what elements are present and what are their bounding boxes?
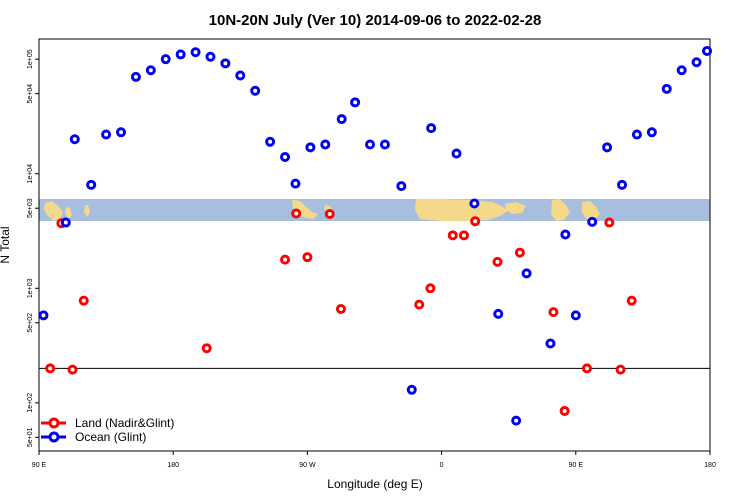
ocean-point (160, 54, 171, 65)
x-axis-label: Longitude (deg E) (327, 477, 422, 491)
x-tick-label: 90 E (32, 462, 47, 469)
land-point (324, 209, 335, 220)
ocean-point (175, 49, 186, 60)
ocean-point (190, 47, 201, 58)
ocean-series (38, 45, 713, 426)
ocean-point (511, 415, 522, 426)
chart-title: 10N-20N July (Ver 10) 2014-09-06 to 2022… (209, 12, 542, 29)
ocean-point (265, 136, 276, 147)
ocean-point (587, 216, 598, 227)
x-tick-label: 90 E (569, 462, 584, 469)
legend: Land (Nadir&Glint) Ocean (Glint) (41, 416, 174, 444)
land-point (67, 364, 78, 375)
y-axis-label: N Total (0, 226, 12, 263)
legend-land-marker (48, 417, 60, 429)
land-point (414, 299, 425, 310)
legend-land-label: Land (Nadir&Glint) (75, 416, 174, 430)
land-point (559, 405, 570, 416)
ocean-point (350, 97, 361, 108)
ocean-point (38, 310, 49, 321)
ocean-point (602, 142, 613, 153)
y-tick-label: 5e+03 (27, 198, 34, 218)
legend-ocean-marker (48, 431, 60, 443)
y-tick-label: 1e+05 (27, 49, 34, 69)
land-point (604, 217, 615, 228)
land-series (45, 208, 637, 416)
ocean-point (305, 142, 316, 153)
ocean-point (469, 198, 480, 209)
y-tick-label: 5e+01 (27, 427, 34, 447)
y-axis: 5e+01 1e+02 5e+02 1e+03 5e+03 1e+04 5e+04 1e+05 (27, 49, 39, 447)
ocean-point (493, 308, 504, 319)
y-tick-label: 5e+04 (27, 84, 34, 104)
x-tick-label: 180 (704, 462, 716, 469)
ocean-point (570, 310, 581, 321)
land-point (514, 247, 525, 258)
ocean-point (205, 51, 216, 62)
land-point (581, 363, 592, 374)
land-point (335, 303, 346, 314)
ocean-point (676, 65, 687, 76)
ocean-point (220, 58, 231, 69)
land-point (458, 230, 469, 241)
legend-ocean-label: Ocean (Glint) (75, 430, 146, 444)
ocean-point (145, 65, 156, 76)
y-tick-label: 1e+03 (27, 278, 34, 298)
ocean-point (250, 85, 261, 96)
ocean-point (320, 139, 331, 150)
ocean-point (280, 151, 291, 162)
ocean-point (406, 384, 417, 395)
map-background-band (39, 199, 710, 221)
plot-frame (38, 38, 711, 452)
x-axis: 90 E 180 90 W 0 90 E 180 (32, 451, 716, 469)
land-point (470, 216, 481, 227)
ocean-point (365, 139, 376, 150)
ocean-point (646, 127, 657, 138)
ocean-point (69, 134, 80, 145)
ocean-point (379, 139, 390, 150)
land-point (302, 252, 313, 263)
ocean-point (661, 83, 672, 94)
land-point (492, 256, 503, 267)
y-tick-label: 1e+02 (27, 393, 34, 413)
land-point (447, 230, 458, 241)
ocean-point (336, 114, 347, 125)
x-tick-label: 90 W (299, 462, 316, 469)
ocean-point (235, 70, 246, 81)
ocean-point (60, 217, 71, 228)
ocean-point (691, 57, 702, 68)
ocean-point (290, 178, 301, 189)
land-point (548, 307, 559, 318)
land-point (201, 343, 212, 354)
ocean-point (101, 129, 112, 140)
ocean-point (116, 127, 127, 138)
ocean-point (451, 148, 462, 159)
ocean-point (86, 179, 97, 190)
ocean-point (545, 338, 556, 349)
x-tick-label: 0 (440, 462, 444, 469)
ocean-point (631, 129, 642, 140)
land-point (425, 283, 436, 294)
y-tick-label: 5e+02 (27, 313, 34, 333)
land-point (626, 295, 637, 306)
land-point (615, 364, 626, 375)
x-tick-label: 180 (167, 462, 179, 469)
land-point (291, 208, 302, 219)
ocean-point (521, 268, 532, 279)
ocean-point (560, 229, 571, 240)
ocean-point (130, 71, 141, 82)
ocean-point (396, 181, 407, 192)
ocean-point (617, 179, 628, 190)
ocean-point (426, 123, 437, 134)
land-point (280, 254, 291, 265)
land-point (45, 363, 56, 374)
land-point (78, 295, 89, 306)
y-tick-label: 1e+04 (27, 164, 34, 184)
ocean-point (702, 45, 713, 56)
